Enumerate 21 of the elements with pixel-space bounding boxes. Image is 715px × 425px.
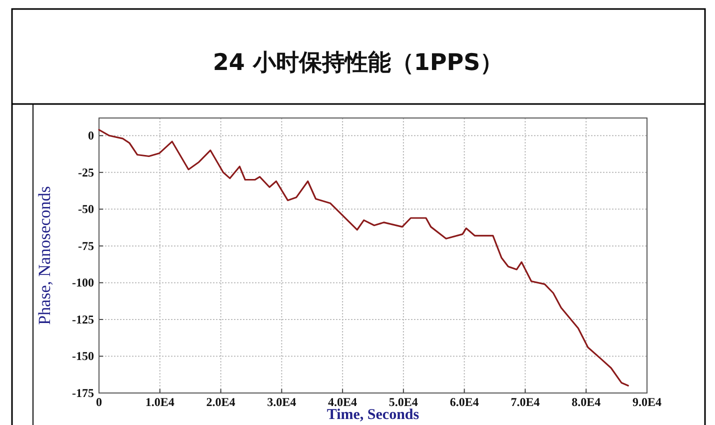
y-tick-label: -100 (72, 276, 94, 290)
y-tick-label: -125 (72, 312, 94, 326)
x-tick-label: 7.0E4 (510, 395, 540, 409)
y-tick-label: -150 (72, 349, 94, 364)
y-tick-label: 0 (88, 128, 94, 143)
x-tick-label: 6.0E4 (450, 395, 479, 409)
chart-title: 24 小时保持性能（1PPS） (212, 50, 504, 76)
x-tick-label: 9.0E4 (632, 395, 662, 409)
x-tick-label: 5.0E4 (388, 395, 418, 409)
line-series (98, 128, 629, 386)
y-tick-label: -175 (72, 386, 94, 400)
y-axis-title: Phase, Nanoseconds (35, 186, 54, 325)
x-tick-label: 3.0E4 (267, 395, 296, 409)
y-tick-label: -75 (78, 238, 94, 253)
x-axis-title: Time, Seconds (326, 407, 420, 423)
y-tick-label: -25 (78, 165, 94, 180)
x-tick-label: 1.0E4 (145, 395, 174, 409)
x-tick-label: 2.0E4 (206, 395, 236, 409)
y-tick-label: -50 (78, 202, 94, 216)
x-tick-label: 4.0E4 (328, 395, 358, 409)
x-tick-label: 8.0E4 (572, 395, 601, 409)
